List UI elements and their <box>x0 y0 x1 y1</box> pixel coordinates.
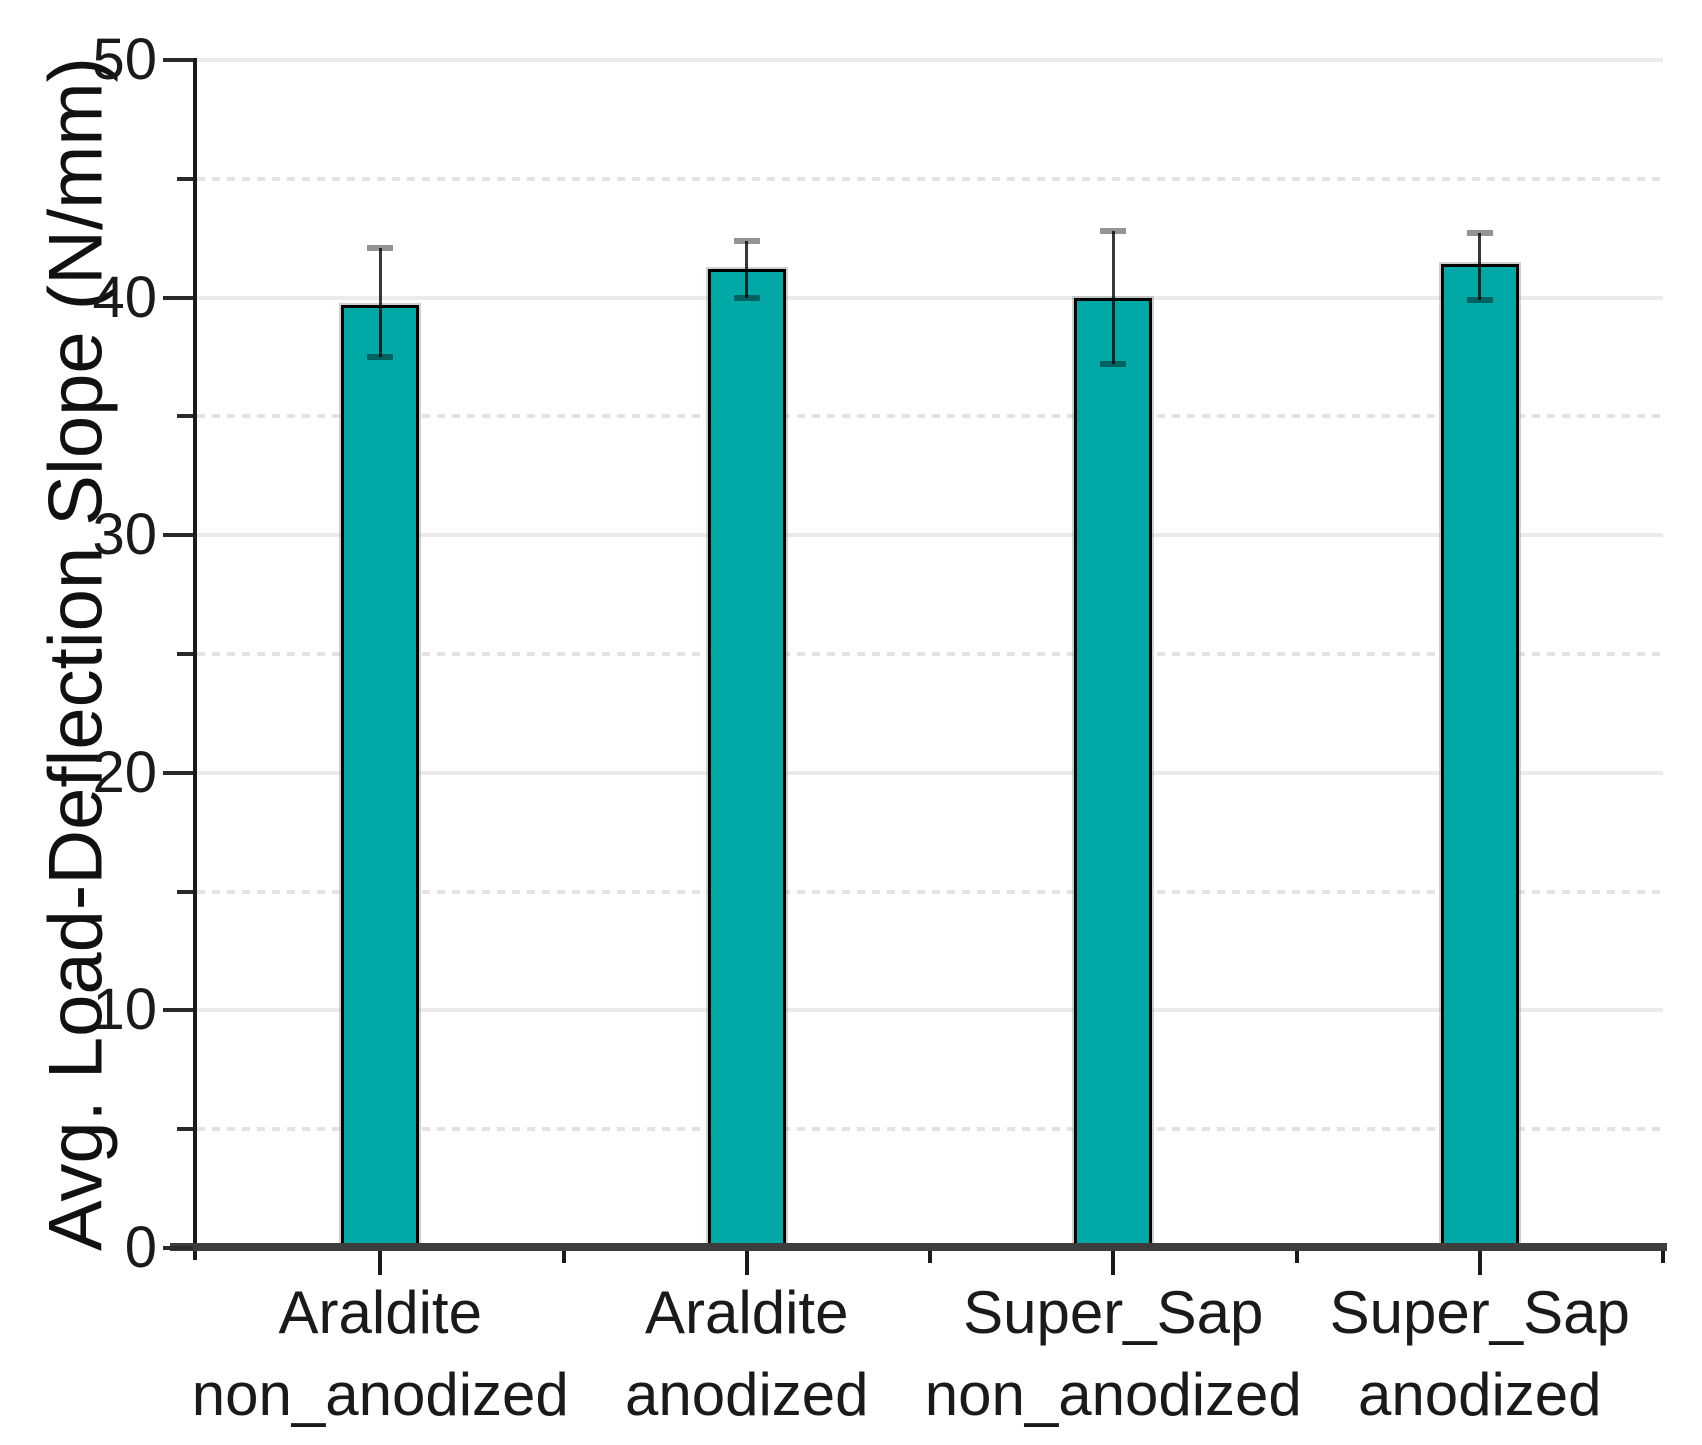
y-tick-major <box>163 295 193 300</box>
x-category-label: Araldite anodized <box>447 1272 1047 1436</box>
gridline-major <box>197 58 1663 62</box>
gridline-minor <box>197 176 1663 181</box>
x-category-label-line2: non_anodized <box>191 1361 569 1428</box>
error-bar-cap-bottom <box>367 354 394 360</box>
x-tick-axis-end <box>1661 1251 1665 1263</box>
x-category-label: Araldite non_anodized <box>80 1272 680 1436</box>
y-tick-label: 40 <box>92 264 157 330</box>
y-tick-minor <box>177 1127 193 1132</box>
error-bar <box>378 247 382 357</box>
x-tick-category-boundary <box>561 1251 566 1263</box>
gridline-major <box>197 1008 1663 1013</box>
y-tick-label: 0 <box>124 1215 157 1280</box>
x-tick-category-center <box>1477 1251 1482 1275</box>
x-category-label-line1: Araldite <box>645 1279 849 1346</box>
gridline-minor <box>197 889 1663 894</box>
y-tick-major <box>163 770 193 775</box>
error-bar-cap-top <box>1466 230 1493 237</box>
error-bar <box>745 240 749 298</box>
y-axis-title: Avg. Load-Deflection Slope (N/mm) <box>33 57 119 1251</box>
y-axis-line <box>193 58 197 1260</box>
x-category-label-line1: Super_Sap <box>963 1279 1264 1346</box>
gridline-major <box>197 533 1663 538</box>
bar <box>341 304 420 1247</box>
bar <box>1074 297 1153 1247</box>
x-tick-category-center <box>1111 1251 1116 1275</box>
y-tick-label: 50 <box>92 27 157 92</box>
x-tick-category-center <box>378 1251 383 1275</box>
x-tick-category-boundary <box>1294 1251 1299 1263</box>
error-bar-cap-bottom <box>1100 361 1127 368</box>
x-category-label-line2: anodized <box>624 1361 869 1428</box>
bar <box>1440 264 1519 1247</box>
gridline-minor <box>197 1127 1663 1132</box>
y-tick-minor <box>177 652 193 656</box>
y-tick-major <box>163 533 193 538</box>
error-bar-cap-top <box>1100 228 1127 235</box>
x-category-label-line1: Super_Sap <box>1329 1279 1630 1346</box>
error-bar-cap-bottom <box>1466 296 1493 303</box>
x-category-label: Super_Sap non_anodized <box>813 1272 1413 1436</box>
y-tick-label: 30 <box>92 502 157 568</box>
error-bar <box>1478 233 1482 300</box>
x-tick-category-boundary <box>928 1251 932 1263</box>
gridline-minor <box>197 652 1663 656</box>
gridline-minor <box>197 414 1663 419</box>
error-bar-cap-top <box>367 244 394 251</box>
x-category-label: Super_Sap anodized <box>1180 1272 1702 1436</box>
y-tick-label: 10 <box>92 977 157 1043</box>
x-category-label-line1: Araldite <box>278 1279 482 1346</box>
gridline-major <box>197 770 1663 775</box>
error-bar-cap-bottom <box>733 294 760 301</box>
y-tick-major <box>163 1246 193 1250</box>
y-tick-minor <box>177 414 193 419</box>
error-bar-cap-top <box>733 237 760 244</box>
x-category-label-line2: anodized <box>1357 1361 1602 1428</box>
y-tick-minor <box>177 889 193 894</box>
gridline-major <box>197 295 1663 300</box>
error-bar <box>1111 231 1115 365</box>
y-tick-major <box>163 58 193 62</box>
x-category-label-line2: non_anodized <box>924 1361 1302 1428</box>
y-tick-major <box>163 1008 193 1013</box>
y-tick-minor <box>177 176 193 181</box>
y-tick-label: 20 <box>92 739 157 805</box>
bar <box>707 269 786 1247</box>
x-tick-category-center <box>744 1251 749 1275</box>
x-axis-line <box>170 1243 1667 1251</box>
